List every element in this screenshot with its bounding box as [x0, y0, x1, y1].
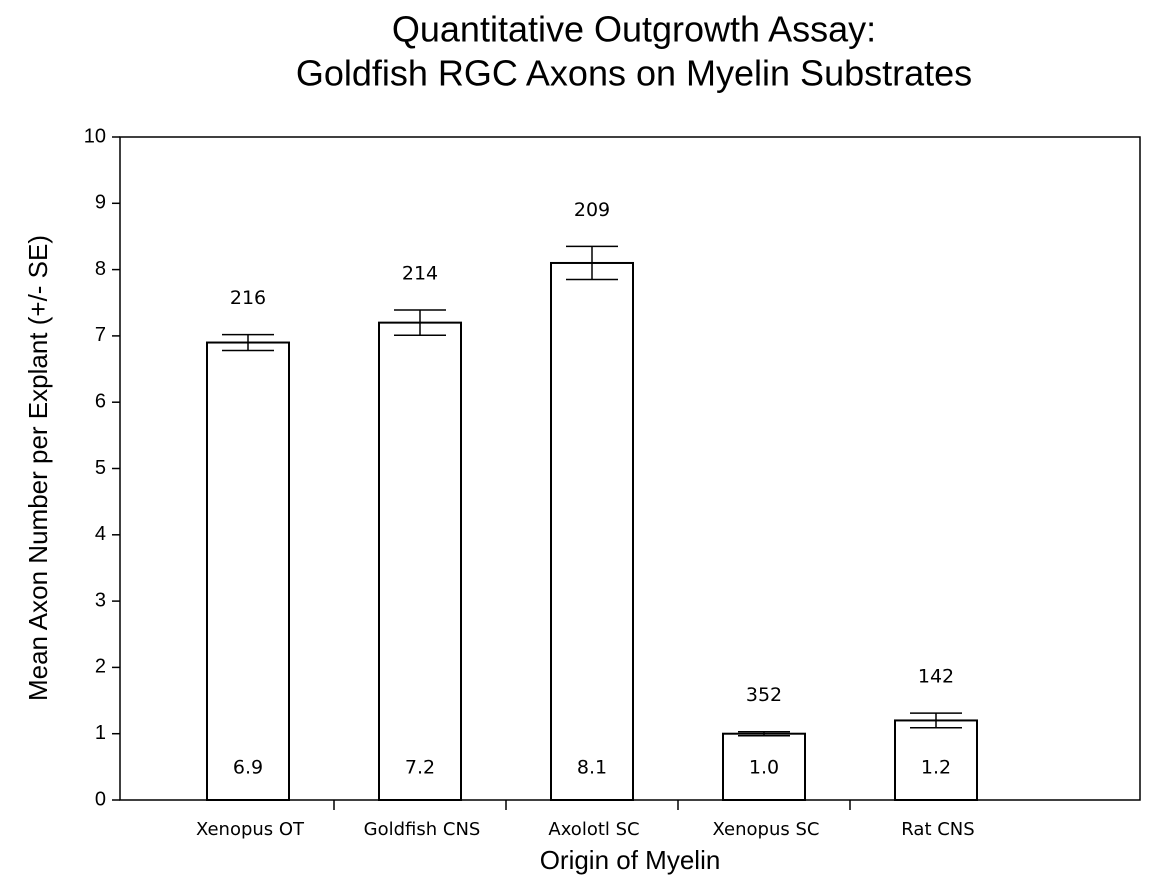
- y-tick-label: 3: [95, 589, 106, 611]
- value-label: 7.2: [405, 757, 435, 779]
- count-label: 142: [918, 666, 954, 688]
- x-axis-label: Origin of Myelin: [540, 845, 721, 875]
- y-tick-label: 7: [95, 324, 106, 346]
- count-label: 214: [402, 263, 438, 285]
- y-tick-label: 5: [95, 457, 106, 479]
- y-tick-label: 2: [95, 656, 106, 678]
- x-tick-label: Xenopus OT: [196, 819, 305, 840]
- chart-title: Quantitative Outgrowth Assay:: [392, 9, 876, 50]
- bar: [206, 341, 290, 801]
- value-label: 8.1: [577, 757, 607, 779]
- bar: [550, 261, 634, 802]
- value-label: 1.0: [749, 757, 779, 779]
- y-tick-label: 0: [95, 788, 106, 810]
- y-tick-label: 10: [84, 125, 106, 147]
- y-axis-label: Mean Axon Number per Explant (+/- SE): [23, 235, 53, 701]
- x-tick-label: Axolotl SC: [548, 819, 639, 840]
- x-tick-label: Rat CNS: [901, 819, 974, 840]
- count-label: 216: [230, 287, 266, 309]
- count-label: 352: [746, 684, 782, 706]
- y-tick-label: 9: [95, 192, 106, 214]
- y-tick-label: 1: [95, 722, 106, 744]
- y-tick-label: 4: [95, 523, 106, 545]
- y-tick-label: 6: [95, 390, 106, 412]
- x-tick-label: Goldfish CNS: [364, 819, 481, 840]
- value-label: 1.2: [921, 757, 951, 779]
- count-label: 209: [574, 199, 610, 221]
- y-tick-label: 8: [95, 258, 106, 280]
- x-tick-label: Xenopus SC: [713, 819, 820, 840]
- value-label: 6.9: [233, 757, 263, 779]
- bar: [722, 732, 806, 802]
- chart-title: Goldfish RGC Axons on Myelin Substrates: [296, 53, 972, 94]
- bar: [378, 321, 462, 801]
